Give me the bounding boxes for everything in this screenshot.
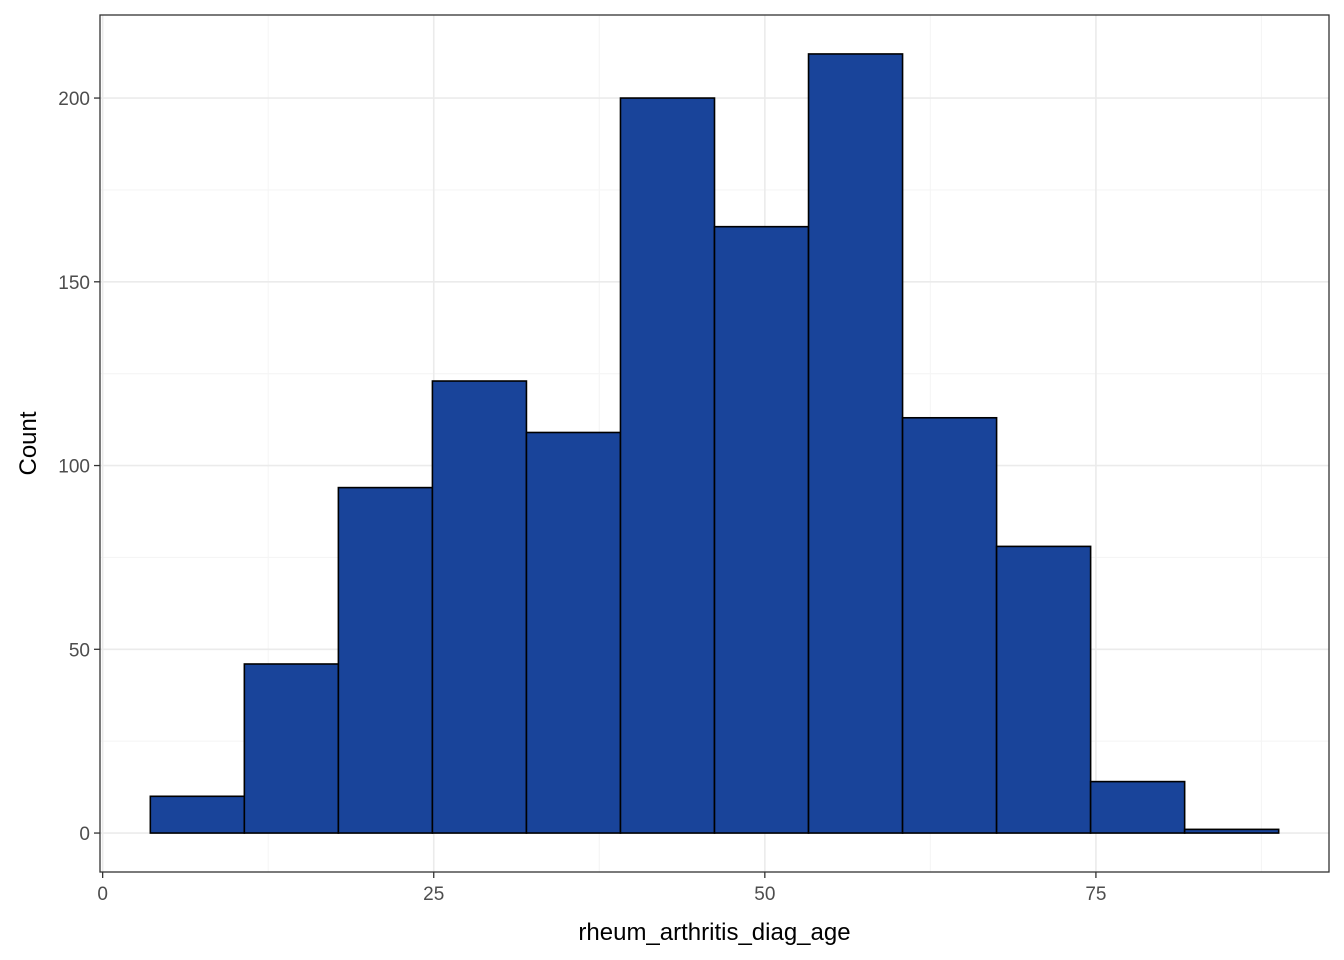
panel-border	[99, 14, 1330, 873]
y-tick-label: 200	[58, 89, 90, 110]
y-tick-label: 50	[69, 640, 90, 661]
y-tick-label: 100	[58, 457, 90, 478]
x-axis-ticks: 0 25 50 75	[97, 872, 1106, 905]
histogram-bar-10	[995, 545, 1092, 834]
y-tick-label: 150	[58, 273, 90, 294]
x-axis-title: rheum_arthritis_diag_age	[578, 919, 850, 946]
histogram-bar-9	[901, 416, 998, 834]
histogram-bar-12	[1183, 828, 1280, 834]
histogram-bar-7	[713, 225, 810, 834]
y-tick-label: 0	[79, 824, 90, 845]
histogram-bar-3	[337, 486, 434, 834]
histogram-bar-6	[619, 97, 716, 834]
y-axis-title: Count	[15, 411, 42, 475]
histogram-bar-2	[243, 663, 340, 834]
x-tick-label: 50	[754, 884, 775, 905]
histogram-bar-8	[807, 53, 904, 834]
histogram-bar-5	[525, 431, 622, 834]
histogram-bar-4	[431, 380, 528, 834]
histogram-bar-1	[149, 795, 246, 834]
histogram-bar-11	[1089, 780, 1186, 834]
histogram-bars	[149, 53, 1280, 834]
x-tick-label: 25	[423, 884, 444, 905]
x-tick-label: 0	[97, 884, 108, 905]
x-tick-label: 75	[1085, 884, 1106, 905]
y-axis-ticks: 0 50 100 150 200	[58, 89, 100, 845]
